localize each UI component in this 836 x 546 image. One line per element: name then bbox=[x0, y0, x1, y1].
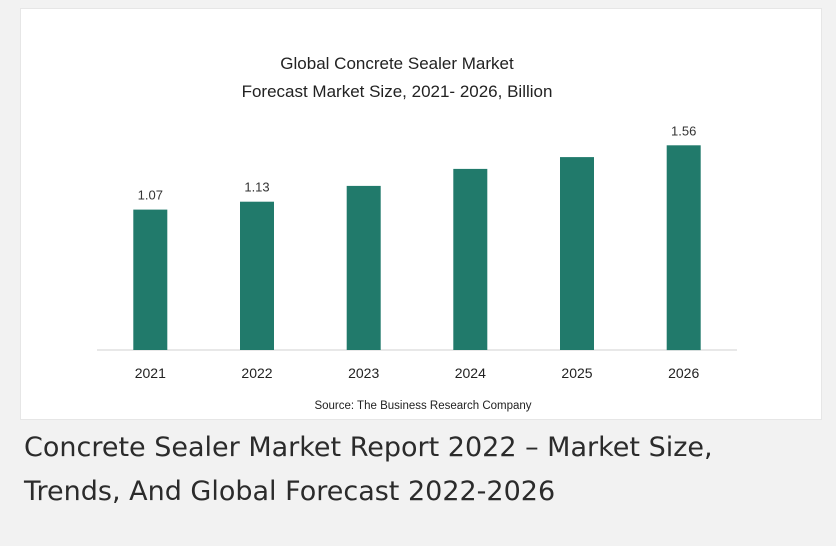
x-tick-label-2021: 2021 bbox=[135, 365, 166, 381]
x-tick-label-2025: 2025 bbox=[561, 365, 592, 381]
bar-2025 bbox=[560, 157, 594, 350]
data-label-2026: 1.56 bbox=[671, 123, 696, 138]
data-label-2022: 1.13 bbox=[244, 180, 269, 195]
bar-2023 bbox=[346, 185, 381, 350]
x-tick-labels-group: 2021 2022 2023 2024 2025 2026 bbox=[135, 365, 700, 381]
page-caption: Concrete Sealer Market Report 2022 – Mar… bbox=[24, 432, 713, 507]
chart-card: Global Concrete Sealer Market Forecast M… bbox=[20, 8, 822, 420]
bar-2021 bbox=[133, 209, 168, 350]
x-tick-label-2026: 2026 bbox=[668, 365, 699, 381]
data-label-2021: 1.07 bbox=[138, 188, 163, 203]
bar-2024 bbox=[453, 168, 488, 350]
source-note: Source: The Business Research Company bbox=[314, 400, 531, 412]
chart-title-line-2: Forecast Market Size, 2021- 2026, Billio… bbox=[242, 82, 553, 101]
data-labels-group: 1.07 1.13 1.56 bbox=[138, 123, 697, 202]
bar-2026 bbox=[666, 145, 701, 351]
bars-group bbox=[133, 145, 701, 351]
x-tick-label-2024: 2024 bbox=[455, 365, 486, 381]
x-tick-label-2022: 2022 bbox=[241, 365, 272, 381]
chart-title-line-1: Global Concrete Sealer Market bbox=[280, 54, 514, 73]
bar-2022 bbox=[240, 201, 274, 350]
bar-chart: Global Concrete Sealer Market Forecast M… bbox=[97, 54, 737, 412]
x-tick-label-2023: 2023 bbox=[348, 365, 379, 381]
